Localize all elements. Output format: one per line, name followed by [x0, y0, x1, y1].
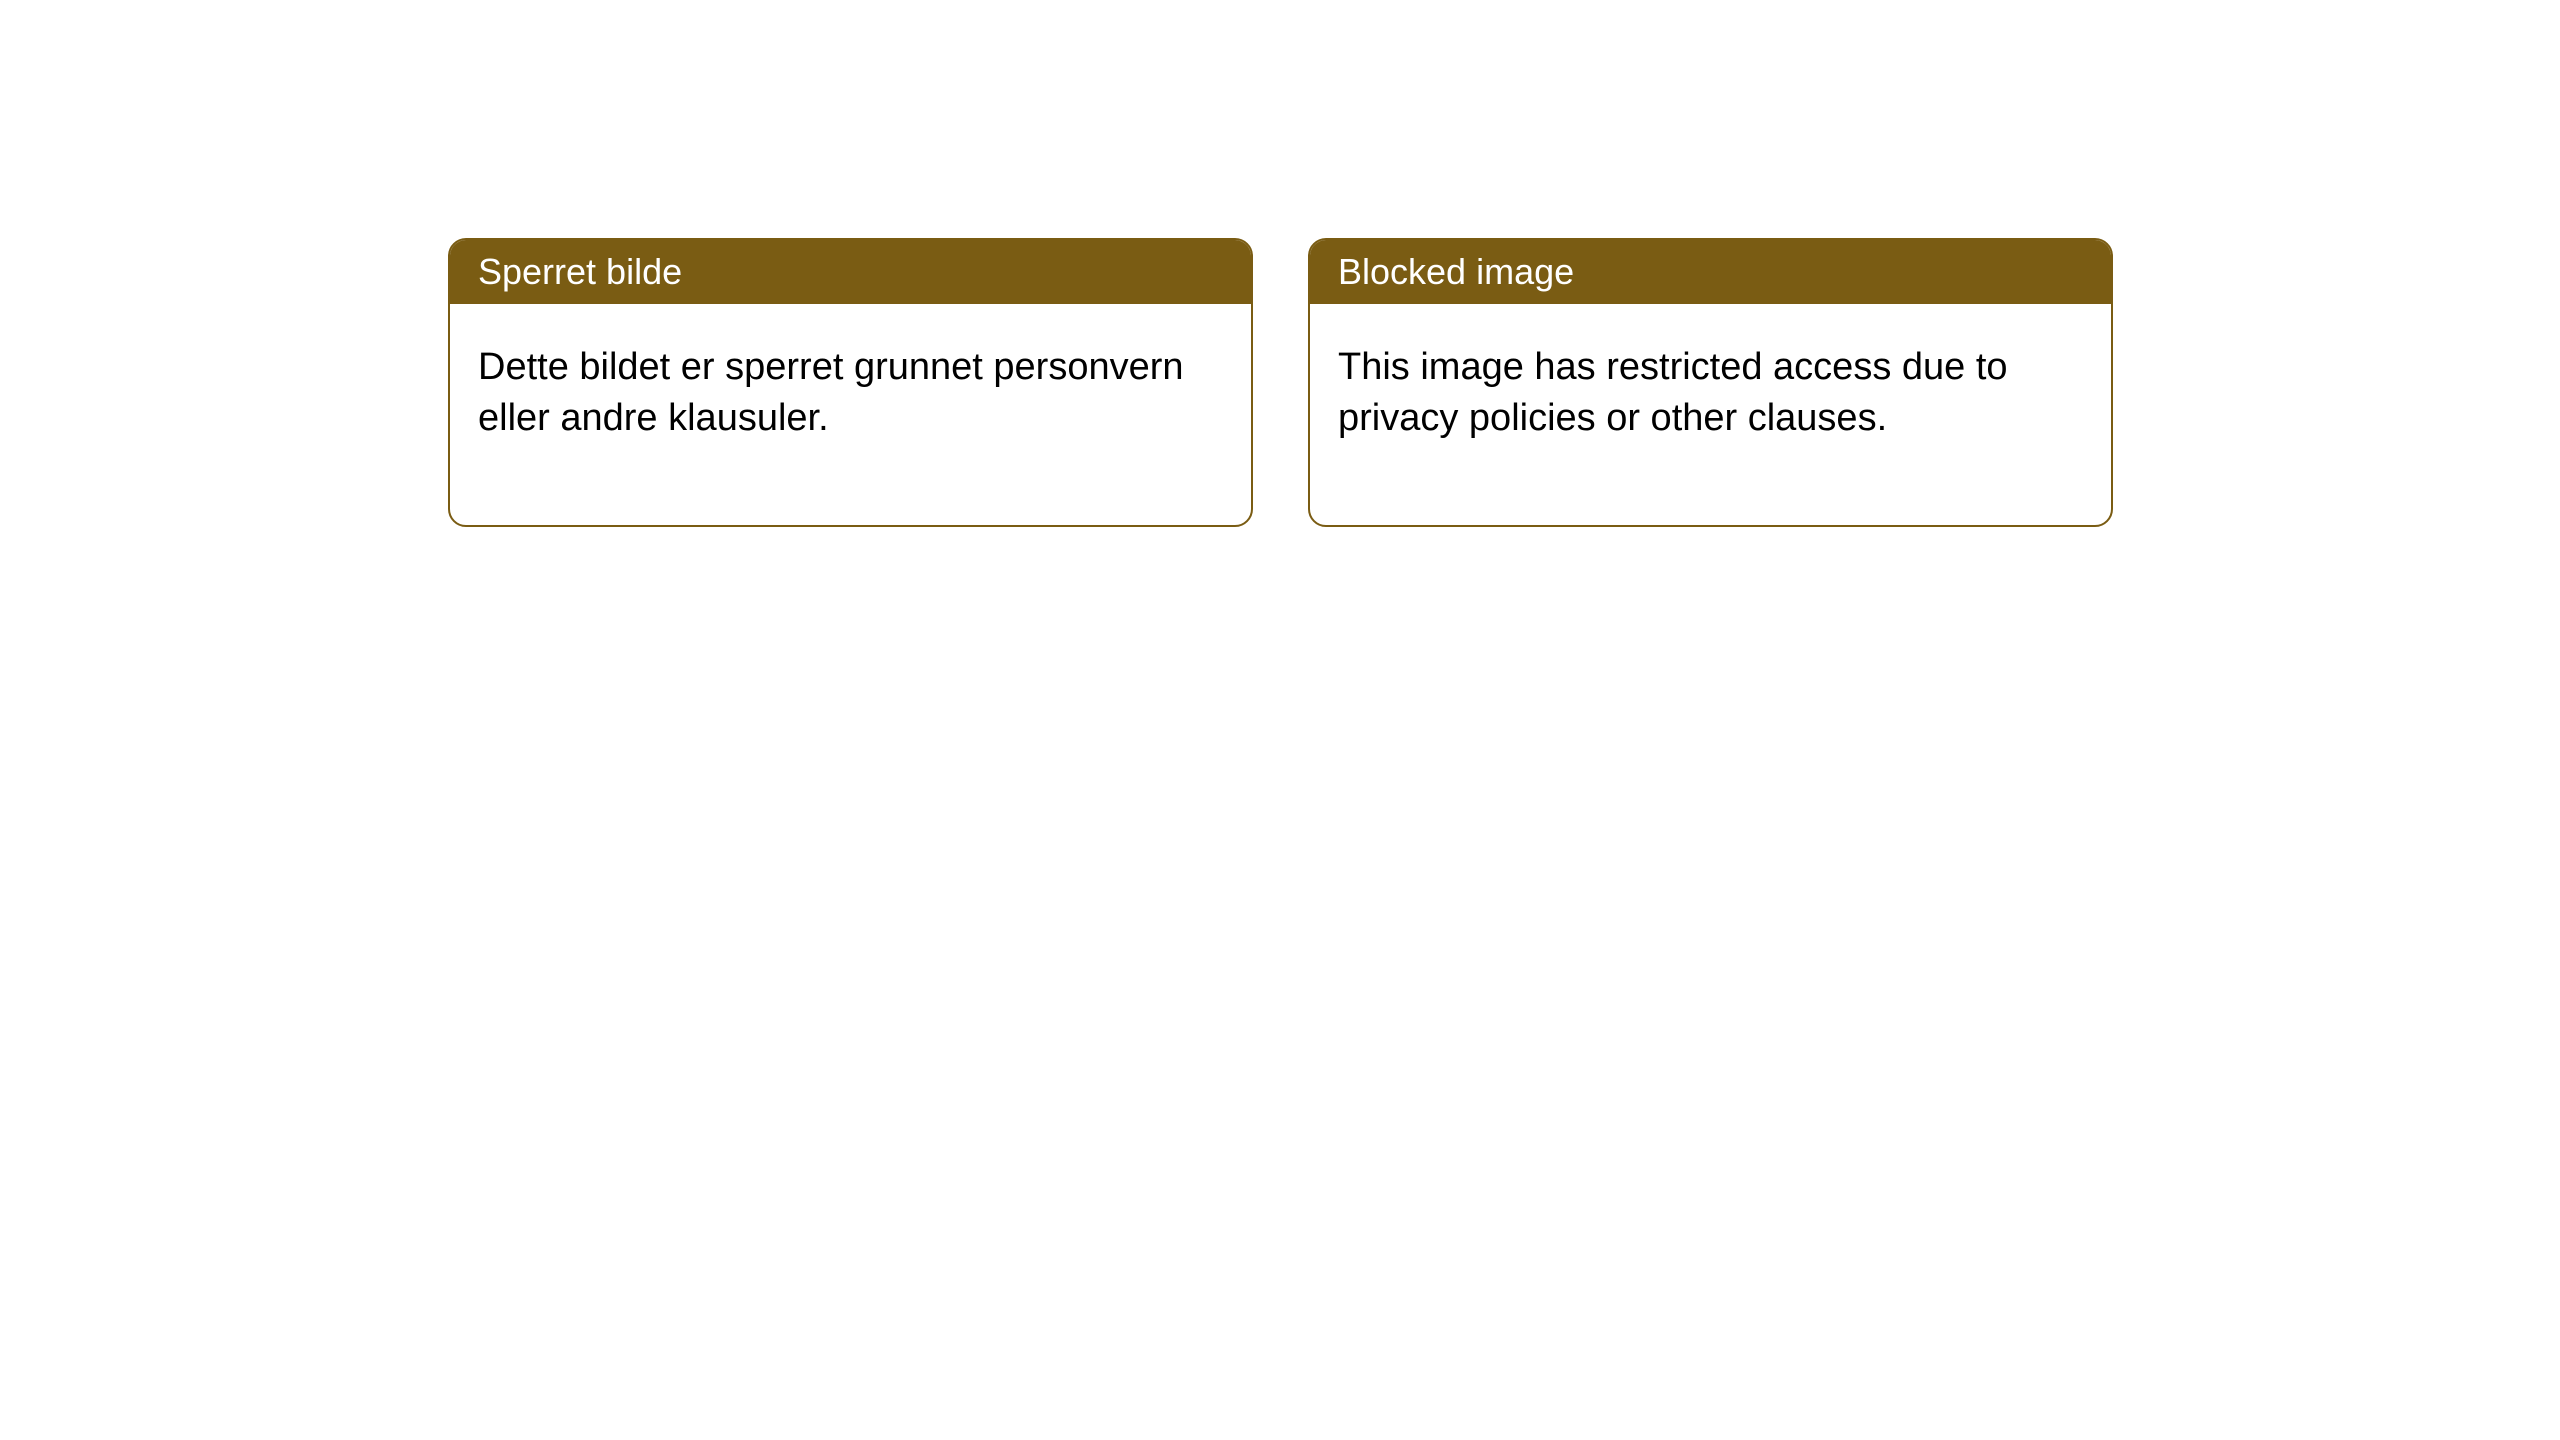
- notice-body: Dette bildet er sperret grunnet personve…: [450, 304, 1251, 525]
- notice-body: This image has restricted access due to …: [1310, 304, 2111, 525]
- notice-card-norwegian: Sperret bilde Dette bildet er sperret gr…: [448, 238, 1253, 527]
- notices-container: Sperret bilde Dette bildet er sperret gr…: [0, 0, 2560, 527]
- notice-header: Blocked image: [1310, 240, 2111, 304]
- notice-card-english: Blocked image This image has restricted …: [1308, 238, 2113, 527]
- notice-header: Sperret bilde: [450, 240, 1251, 304]
